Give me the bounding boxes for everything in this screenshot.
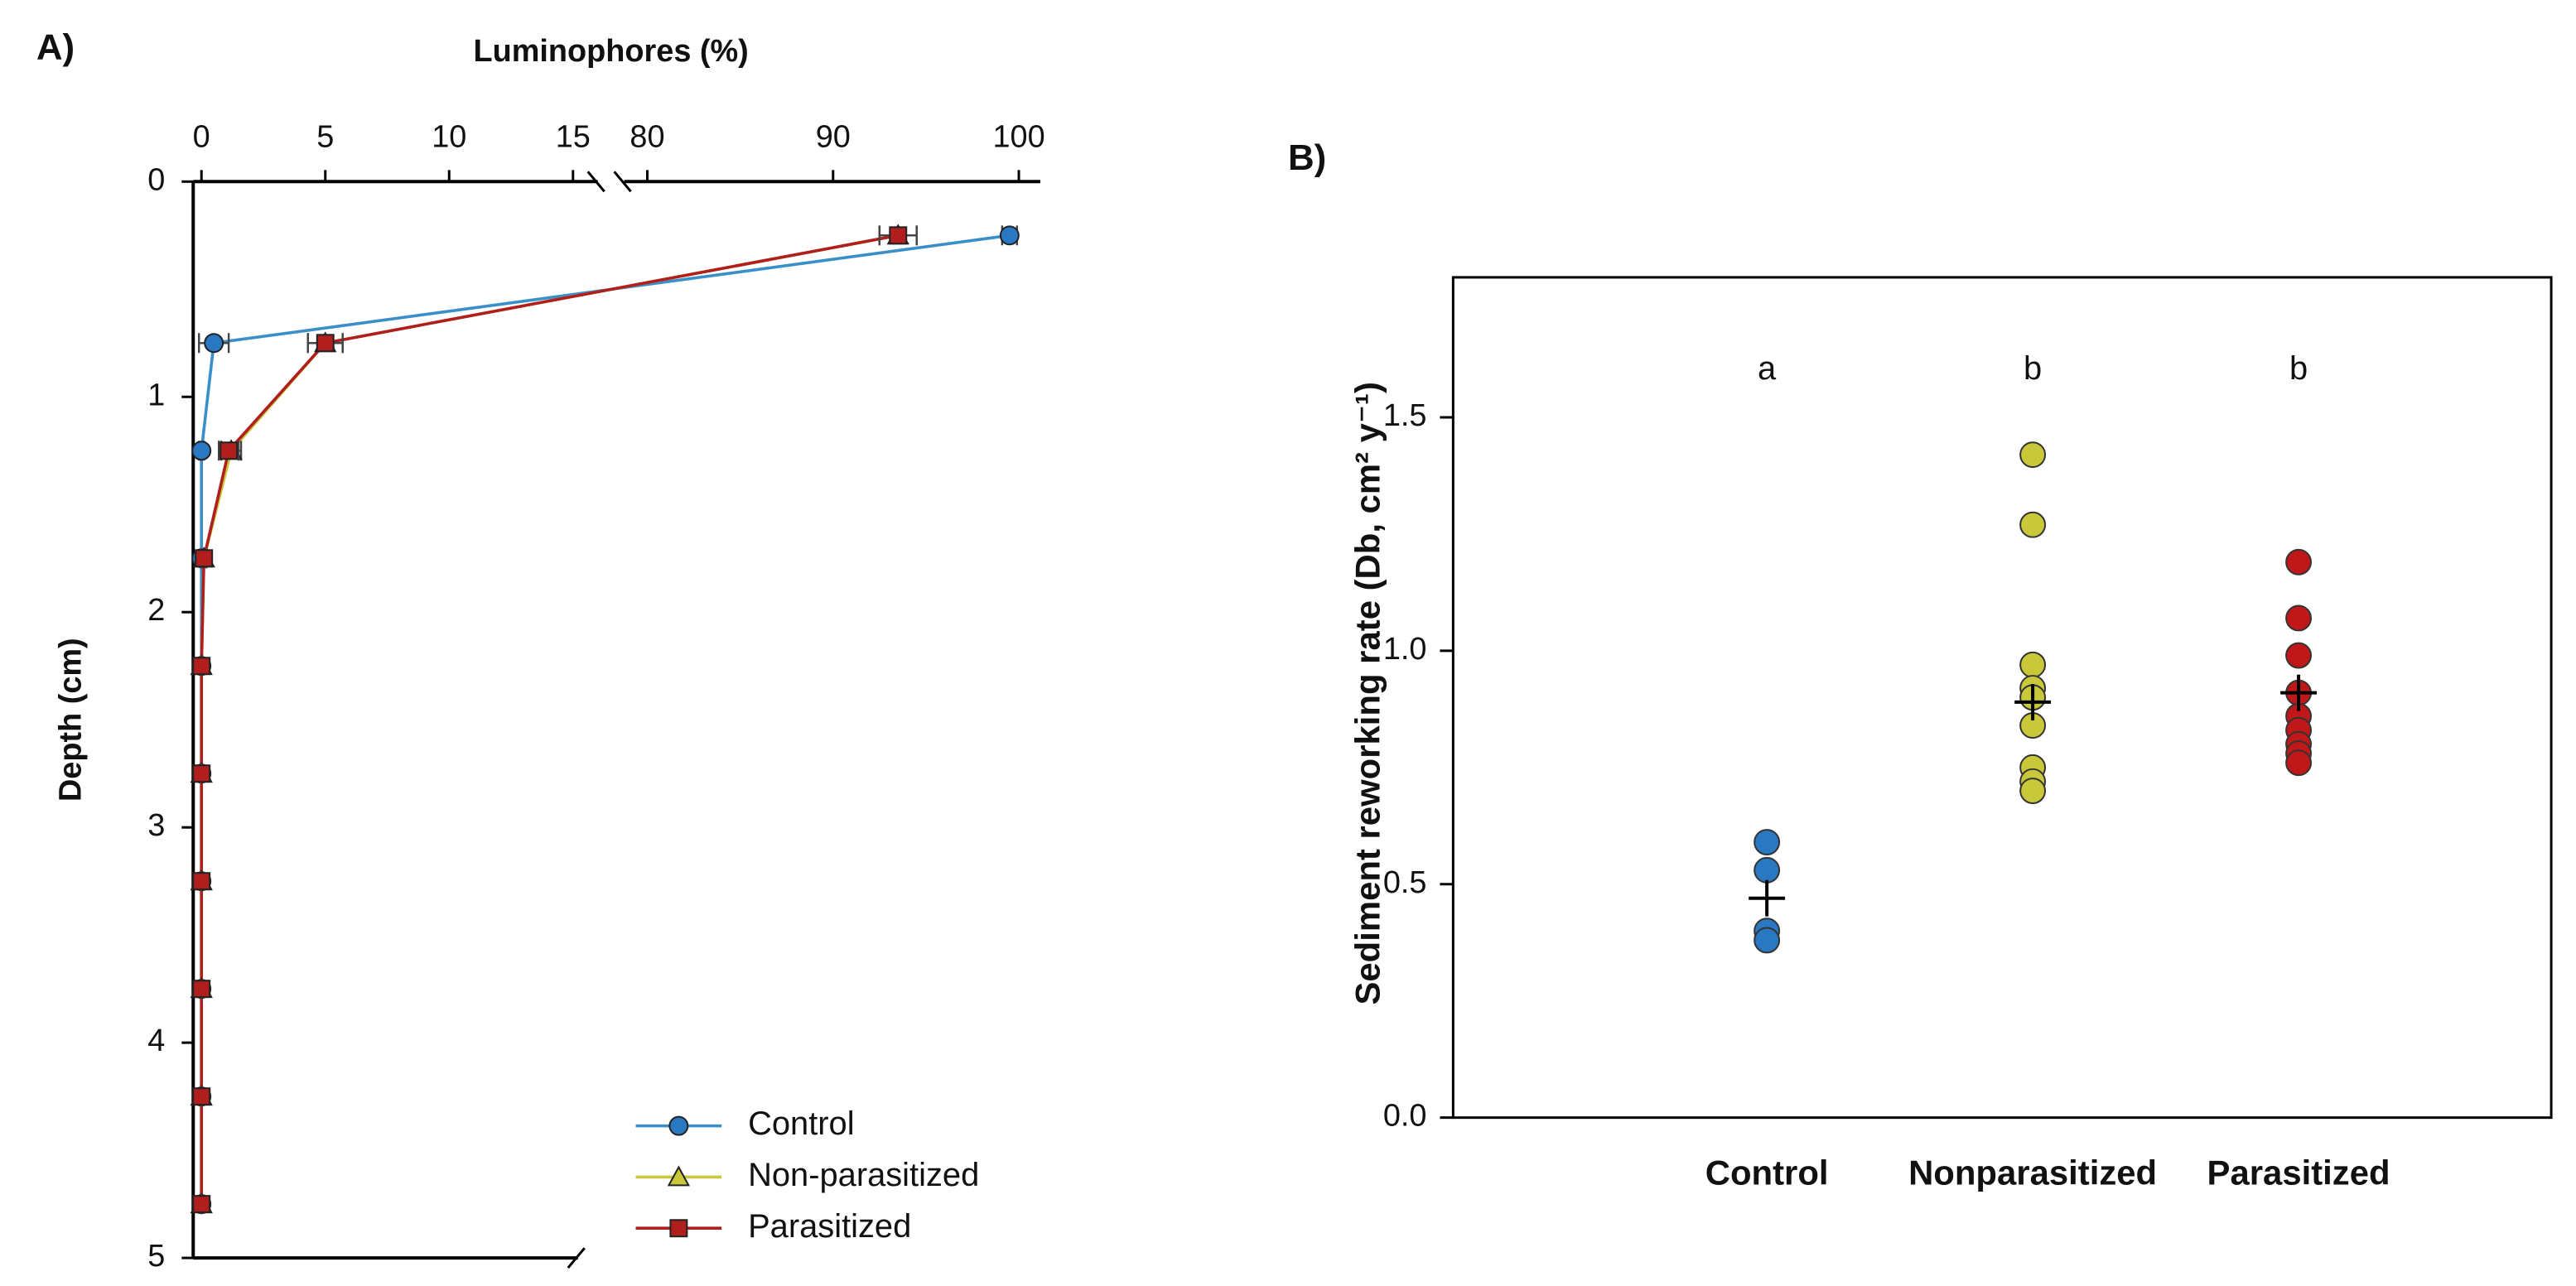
significance-letter: b — [2024, 350, 2042, 387]
y-tick-label: 4 — [147, 1024, 165, 1058]
data-point — [192, 980, 211, 999]
mean-marker — [2280, 674, 2318, 711]
data-point — [2285, 548, 2313, 576]
data-point — [192, 657, 211, 676]
significance-letter: a — [1758, 350, 1777, 387]
x-tick-label: Parasitized — [2207, 1153, 2390, 1192]
axis-break — [613, 171, 632, 193]
x-tick-label: Control — [1705, 1153, 1829, 1192]
panel-label: A) — [36, 26, 75, 67]
data-point — [1754, 927, 1781, 954]
data-point — [2019, 778, 2047, 804]
data-point — [2019, 511, 2047, 538]
mean-marker — [2014, 683, 2052, 720]
axis-break — [567, 1247, 586, 1269]
y-tick-label: 3 — [147, 808, 165, 843]
plot-frame — [1451, 276, 2553, 1120]
x-axis-title: Luminophores (%) — [473, 34, 748, 69]
y-tick-label: 1.0 — [1383, 632, 1427, 667]
data-point — [2285, 749, 2313, 777]
x-tick-label: 90 — [816, 119, 851, 154]
mean-marker — [1749, 879, 1786, 917]
y-axis-title: Sediment reworking rate (Db, cm² y⁻¹) — [1348, 382, 1387, 1004]
data-point — [191, 441, 212, 461]
data-point — [195, 549, 214, 568]
y-tick-label: 0 — [147, 162, 165, 197]
data-point — [2285, 604, 2313, 632]
x-tick-label: 100 — [992, 119, 1044, 154]
y-tick-label: 5 — [147, 1239, 165, 1274]
data-point — [2019, 651, 2047, 678]
x-tick-label: 15 — [556, 119, 591, 154]
x-tick-label: 5 — [316, 119, 334, 154]
data-point — [999, 225, 1020, 246]
legend-label: Parasitized — [748, 1208, 911, 1245]
y-tick-label: 0.5 — [1383, 865, 1427, 900]
data-point — [192, 1087, 211, 1106]
data-point — [889, 226, 908, 245]
y-tick-label: 2 — [147, 593, 165, 628]
axis-break — [586, 171, 605, 193]
y-tick-label: 0.0 — [1383, 1099, 1427, 1134]
data-point — [192, 872, 211, 891]
legend-label: Non-parasitized — [748, 1157, 979, 1193]
data-point — [2285, 642, 2313, 669]
legend-marker — [668, 1115, 689, 1136]
legend-marker — [667, 1165, 691, 1187]
data-point — [192, 1195, 211, 1214]
series-line — [200, 234, 899, 1205]
data-point — [204, 333, 224, 354]
x-tick-label: 10 — [432, 119, 466, 154]
x-tick-label: 0 — [193, 119, 210, 154]
data-point — [1754, 856, 1781, 884]
data-point — [316, 334, 335, 353]
y-tick-label: 1 — [147, 378, 165, 412]
x-tick-label: Nonparasitized — [1908, 1153, 2157, 1192]
x-tick-label: 80 — [630, 119, 664, 154]
significance-letter: b — [2289, 350, 2308, 387]
y-axis-title: Depth (cm) — [54, 638, 89, 802]
data-point — [2019, 441, 2047, 469]
data-point — [219, 441, 239, 460]
data-point — [1754, 829, 1781, 855]
y-tick-label: 1.5 — [1383, 398, 1427, 433]
data-point — [192, 764, 211, 783]
panel-label: B) — [1288, 137, 1326, 178]
legend-marker — [669, 1219, 688, 1238]
legend-label: Control — [748, 1105, 855, 1142]
